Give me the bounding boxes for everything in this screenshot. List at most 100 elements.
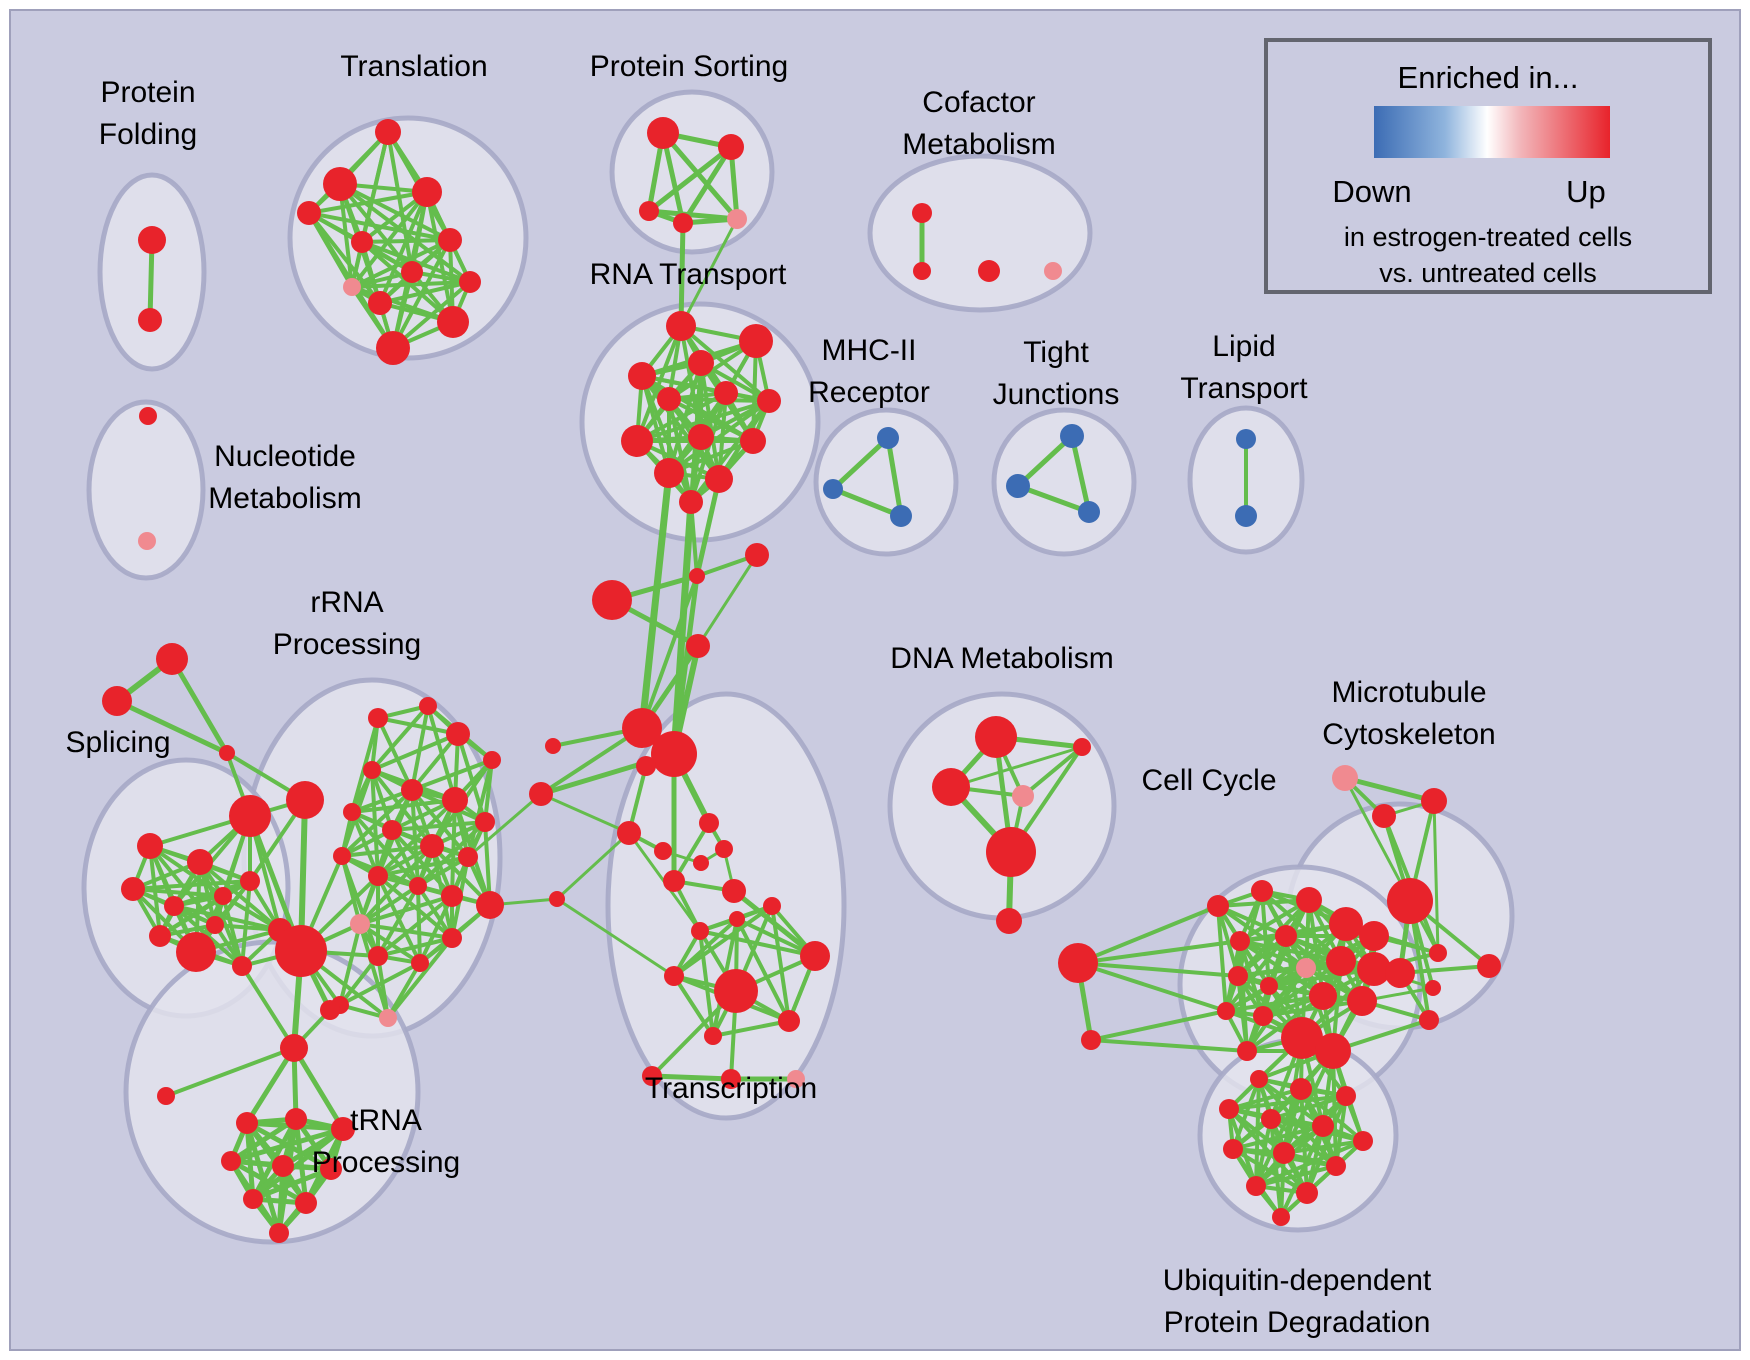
node-rr16[interactable] — [441, 885, 463, 907]
node-c2[interactable] — [715, 840, 733, 858]
node-cf2[interactable] — [913, 262, 931, 280]
node-ub13[interactable] — [1272, 1208, 1290, 1226]
node-mh1[interactable] — [877, 427, 899, 449]
node-ps4[interactable] — [673, 213, 693, 233]
node-sp10[interactable] — [176, 932, 216, 972]
node-t2[interactable] — [323, 167, 357, 201]
node-cc13[interactable] — [1309, 982, 1337, 1010]
node-tnHub[interactable] — [280, 1034, 308, 1062]
node-t3[interactable] — [412, 177, 442, 207]
node-sp8[interactable] — [240, 871, 260, 891]
node-cf3[interactable] — [978, 260, 1000, 282]
node-cc9[interactable] — [1326, 946, 1356, 976]
node-ps3[interactable] — [639, 201, 659, 221]
node-rt2[interactable] — [739, 324, 773, 358]
node-mtC[interactable] — [1385, 958, 1415, 988]
node-tx11[interactable] — [778, 1010, 800, 1032]
node-tx6[interactable] — [729, 911, 745, 927]
node-lt2[interactable] — [1235, 505, 1257, 527]
node-cc11[interactable] — [1228, 966, 1248, 986]
node-ub6[interactable] — [1312, 1115, 1334, 1137]
node-rr4[interactable] — [483, 751, 501, 769]
node-sp6[interactable] — [164, 896, 184, 916]
node-cc5[interactable] — [1359, 921, 1389, 951]
node-rr19[interactable] — [411, 954, 429, 972]
node-tx10[interactable] — [664, 966, 684, 986]
node-tnIso[interactable] — [157, 1087, 175, 1105]
node-mh3[interactable] — [890, 505, 912, 527]
node-mtA[interactable] — [1421, 788, 1447, 814]
node-ccIso[interactable] — [1058, 943, 1098, 983]
node-rr8[interactable] — [475, 812, 495, 832]
node-cc17[interactable] — [1281, 1017, 1323, 1059]
node-cc8[interactable] — [1296, 958, 1316, 978]
node-t12[interactable] — [459, 271, 481, 293]
node-tx1[interactable] — [636, 756, 656, 776]
node-cc18[interactable] — [1315, 1033, 1351, 1069]
node-cc14[interactable] — [1347, 986, 1377, 1016]
node-t9[interactable] — [368, 291, 392, 315]
node-tn1[interactable] — [236, 1112, 258, 1134]
node-rr15[interactable] — [409, 877, 427, 895]
node-c4[interactable] — [722, 879, 746, 903]
node-nm1[interactable] — [139, 407, 157, 425]
node-dm1[interactable] — [975, 716, 1017, 758]
node-t11[interactable] — [376, 331, 410, 365]
node-mh2[interactable] — [823, 479, 843, 499]
node-rt11[interactable] — [654, 458, 684, 488]
node-cn3[interactable] — [1419, 1010, 1439, 1030]
node-cc19[interactable] — [1237, 1041, 1257, 1061]
node-sp1[interactable] — [229, 795, 271, 837]
node-t4[interactable] — [297, 201, 321, 225]
node-tn6[interactable] — [320, 1158, 342, 1180]
node-rr12[interactable] — [458, 847, 478, 867]
node-tn4[interactable] — [221, 1151, 241, 1171]
node-rt3[interactable] — [628, 362, 656, 390]
node-ub10[interactable] — [1326, 1156, 1346, 1176]
node-cc3[interactable] — [1296, 887, 1322, 913]
node-rr14[interactable] — [368, 866, 388, 886]
node-tr3[interactable] — [219, 745, 235, 761]
node-rrB[interactable] — [476, 891, 504, 919]
node-rt6[interactable] — [714, 381, 738, 405]
node-rt7[interactable] — [757, 389, 781, 413]
node-cc16[interactable] — [1253, 1006, 1273, 1026]
node-cc1[interactable] — [1207, 895, 1229, 917]
node-t10[interactable] — [437, 306, 469, 338]
node-c3[interactable] — [663, 870, 685, 892]
node-mtBig[interactable] — [1387, 878, 1433, 924]
node-tn3[interactable] — [331, 1117, 355, 1141]
node-tr2[interactable] — [102, 686, 132, 716]
node-ccIso2[interactable] — [1081, 1030, 1101, 1050]
node-b2[interactable] — [745, 543, 769, 567]
node-rt13[interactable] — [679, 490, 703, 514]
node-ub7[interactable] — [1353, 1131, 1373, 1151]
node-sp5[interactable] — [121, 877, 145, 901]
node-rr9[interactable] — [343, 803, 361, 821]
node-mtPink[interactable] — [1332, 765, 1358, 791]
node-rr7[interactable] — [442, 787, 468, 813]
node-t7[interactable] — [401, 261, 423, 283]
node-ub11[interactable] — [1246, 1176, 1266, 1196]
node-dm3[interactable] — [932, 768, 970, 806]
node-rr18[interactable] — [368, 946, 388, 966]
node-ps5[interactable] — [727, 209, 747, 229]
node-tx2[interactable] — [617, 821, 641, 845]
node-rt8[interactable] — [621, 425, 653, 457]
node-pf2[interactable] — [138, 308, 162, 332]
node-rt10[interactable] — [740, 428, 766, 454]
node-dm6[interactable] — [996, 908, 1022, 934]
node-t6[interactable] — [438, 228, 462, 252]
node-big1[interactable] — [622, 708, 662, 748]
node-rt12[interactable] — [705, 465, 733, 493]
node-lt1[interactable] — [1236, 429, 1256, 449]
node-tj3[interactable] — [1078, 501, 1100, 523]
node-sp7[interactable] — [214, 887, 232, 905]
node-cf4[interactable] — [1044, 262, 1062, 280]
node-rt9[interactable] — [688, 424, 714, 450]
node-tn9[interactable] — [269, 1223, 289, 1243]
node-cf1[interactable] — [912, 203, 932, 223]
node-pf1[interactable] — [138, 226, 166, 254]
node-tx7[interactable] — [763, 897, 781, 915]
node-ub2[interactable] — [1290, 1078, 1312, 1100]
